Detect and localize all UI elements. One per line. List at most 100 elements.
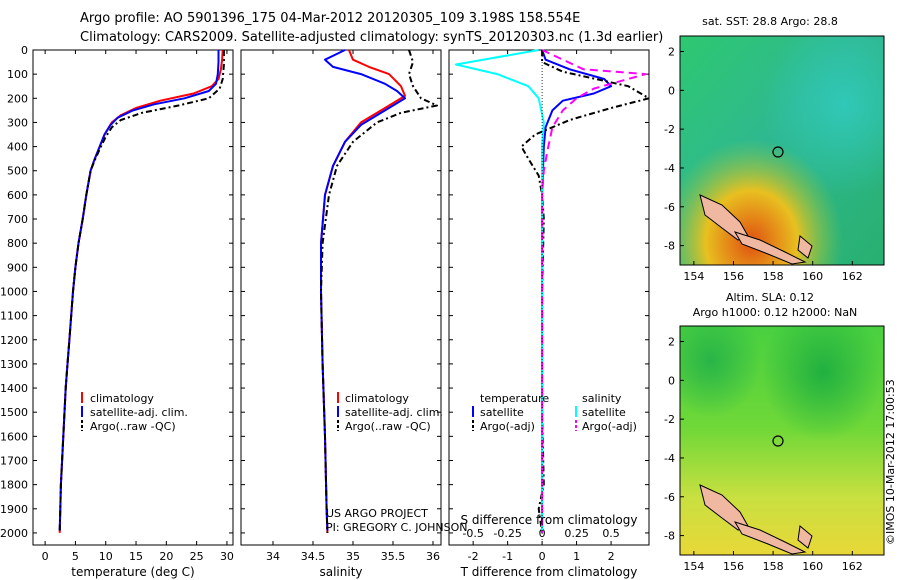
- temperature-axes-box: [32, 49, 234, 546]
- depth-tick-label: 1000: [0, 285, 28, 298]
- map-y-tick-label: 2: [668, 46, 675, 59]
- x-tick-label: 1: [573, 550, 580, 563]
- legend-label-satellite: satellite-adj. clim.: [90, 406, 188, 419]
- sla-map-dark-patch-2: [680, 326, 884, 555]
- series-line: [58, 49, 224, 533]
- x-tick-label: -2: [468, 550, 479, 563]
- sla-map-ticks: 154 156 158 160 162 2 0 -2 -4 -6 -8: [664, 336, 863, 573]
- sla-map-island-3: [797, 525, 813, 549]
- x-tick-label: 10: [99, 550, 113, 563]
- depth-tick-label: 1600: [0, 430, 28, 443]
- x-tick-label-salinity: -0.25: [493, 527, 521, 540]
- map-x-tick-label: 154: [683, 270, 704, 283]
- depth-tick-label: 800: [7, 237, 28, 250]
- sla-map-title-2: Argo h1000: 0.12 h2000: NaN: [693, 306, 858, 319]
- salinity-axes-box: [240, 49, 442, 546]
- x-tick-label: 35.5: [381, 550, 406, 563]
- series-line: [58, 50, 225, 533]
- sst-map-ticks: 154 156 158 160 162 2 0 -2 -4 -6 -8: [664, 46, 863, 283]
- legend-label-climatology: climatology: [90, 392, 154, 405]
- difference-axes-box: [448, 49, 650, 546]
- depth-tick-label: 0: [21, 44, 28, 57]
- salinity-legend: climatology satellite-adj. clim. Argo(..…: [337, 392, 443, 433]
- x-tick-label: 5: [72, 550, 79, 563]
- depth-tick-label: 1100: [0, 310, 28, 323]
- legend-label-argo: Argo(..raw -QC): [345, 420, 431, 433]
- difference-xlabel: T difference from climatology: [460, 565, 638, 579]
- difference-xlabel-salinity: S difference from climatology: [461, 513, 638, 527]
- x-tick-label-salinity: 0.5: [602, 527, 620, 540]
- map-y-tick-label: -8: [664, 530, 675, 543]
- x-tick-label: 25: [190, 550, 204, 563]
- salinity-xlabel: salinity: [319, 565, 362, 579]
- legend-label-t-argo: Argo(-adj): [480, 420, 535, 433]
- x-tick-label-salinity: 0.25: [564, 527, 589, 540]
- map-y-tick-label: -4: [664, 162, 675, 175]
- map-y-tick-label: 0: [668, 84, 675, 97]
- depth-tick-label: 200: [7, 92, 28, 105]
- x-tick-label: 35: [346, 550, 360, 563]
- depth-tick-label: 2000: [0, 527, 28, 540]
- legend-label-s-satellite: satellite: [582, 406, 626, 419]
- map-x-tick-label: 162: [842, 270, 863, 283]
- map-x-tick-label: 162: [842, 560, 863, 573]
- header-line-1: Argo profile: AO 5901396_175 04-Mar-2012…: [80, 11, 580, 26]
- x-tick-label: 36: [426, 550, 440, 563]
- map-y-tick-label: 2: [668, 336, 675, 349]
- sla-map-float-location: [772, 435, 784, 447]
- sla-map: Altim. SLA: 0.12 Argo h1000: 0.12 h2000:…: [664, 291, 885, 573]
- salinity-lines: [320, 49, 438, 533]
- depth-tick-label: 1700: [0, 454, 28, 467]
- header-line-2: Climatology: CARS2009. Satellite-adjuste…: [80, 30, 663, 45]
- depth-tick-label: 300: [7, 116, 28, 129]
- sst-map-island-3: [797, 235, 813, 259]
- depth-tick-label: 1200: [0, 334, 28, 347]
- map-x-tick-label: 158: [763, 270, 784, 283]
- difference-x-ticks-salinity: -0.5 -0.25 0 0.25 0.5: [462, 527, 619, 540]
- sst-map-island-2: [733, 231, 807, 265]
- depth-tick-label: 1300: [0, 358, 28, 371]
- depth-tick-label: 1800: [0, 479, 28, 492]
- difference-panel: -2 -1 0 1 2 -0.5 -0.25 0 0.25 0.5 T difference f…: [448, 49, 650, 579]
- temperature-legend: climatology satellite-adj. clim. Argo(..…: [81, 392, 188, 433]
- x-tick-label: 34: [266, 550, 280, 563]
- series-line: [320, 49, 406, 533]
- series-line: [541, 49, 647, 533]
- salinity-x-ticks: 34 34.5 35 35.5 36: [266, 50, 440, 563]
- x-tick-label: 15: [129, 550, 143, 563]
- pi-annotation: PI: GREGORY C. JOHNSON: [326, 521, 467, 534]
- difference-lines: [454, 49, 650, 545]
- imos-credit: ©IMOS 10-Mar-2012 17:00:53: [884, 379, 897, 545]
- sst-map-float-location: [772, 146, 784, 158]
- map-y-tick-label: -2: [664, 413, 675, 426]
- map-x-tick-label: 156: [723, 270, 744, 283]
- legend-label-t-satellite: satellite: [480, 406, 524, 419]
- depth-axis-ticks: 0 100 200 300 400 500 600 700 800 900 1000 1100 1200…: [0, 44, 649, 540]
- x-tick-label: 30: [220, 550, 234, 563]
- series-line: [320, 49, 438, 533]
- sst-map-warm-patch: [680, 36, 884, 265]
- sst-map-title: sat. SST: 28.8 Argo: 28.8: [702, 15, 838, 28]
- sst-map-frame: [679, 35, 885, 266]
- depth-tick-label: 700: [7, 213, 28, 226]
- map-y-tick-label: -6: [664, 491, 675, 504]
- temperature-lines: [58, 49, 225, 533]
- depth-tick-label: 1500: [0, 406, 28, 419]
- legend-title-salinity: salinity: [582, 392, 622, 405]
- x-tick-label: 0: [42, 550, 49, 563]
- legend-label-satellite: satellite-adj. clim.: [345, 406, 443, 419]
- depth-tick-label: 900: [7, 261, 28, 274]
- legend-label-climatology: climatology: [345, 392, 409, 405]
- map-y-tick-label: -4: [664, 452, 675, 465]
- map-y-tick-label: -6: [664, 201, 675, 214]
- depth-tick-label: 1900: [0, 503, 28, 516]
- series-line: [541, 49, 613, 533]
- sla-map-title-1: Altim. SLA: 0.12: [726, 291, 814, 304]
- legend-label-s-argo: Argo(-adj): [582, 420, 637, 433]
- salinity-panel: 34 34.5 35 35.5 36 salinity climatology sate…: [240, 49, 467, 579]
- x-tick-label: 34.5: [301, 550, 326, 563]
- x-tick-label: 0: [539, 550, 546, 563]
- depth-tick-label: 600: [7, 189, 28, 202]
- x-tick-label: 2: [608, 550, 615, 563]
